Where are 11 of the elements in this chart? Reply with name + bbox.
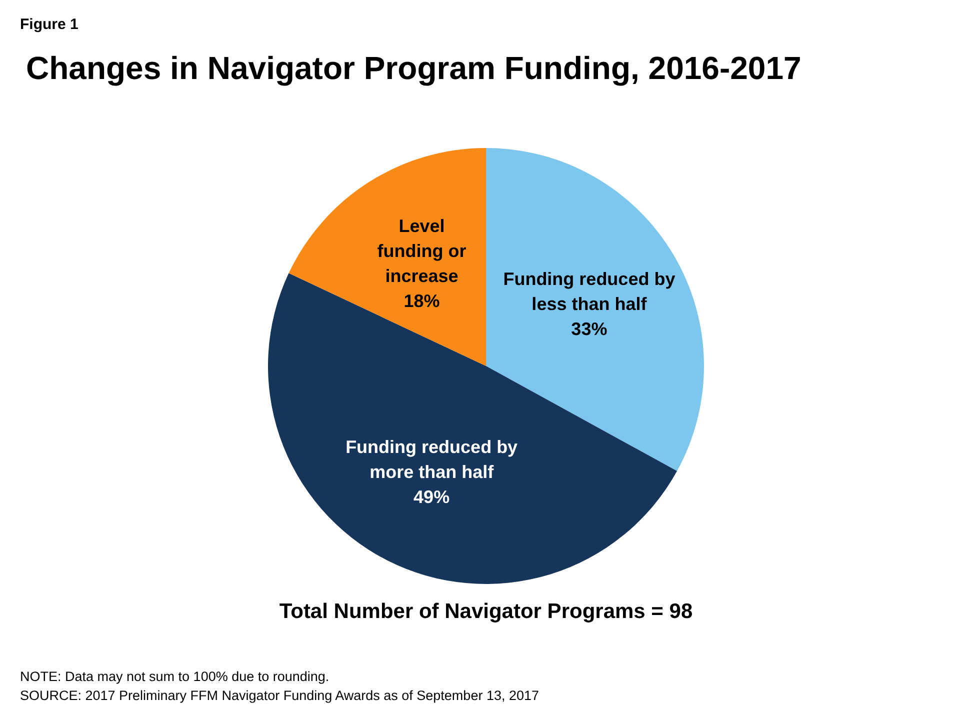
- data-label: 18%: [404, 291, 440, 312]
- slice-label: Level funding or increase: [377, 216, 466, 286]
- text: Total Number of Navigator Programs = 98: [278, 600, 694, 624]
- slice-label: Funding reduced by more than half: [346, 436, 518, 482]
- caption: Figure 1: [20, 16, 78, 33]
- data-label: 33%: [571, 318, 608, 339]
- slice-label: Funding reduced by less than half: [503, 268, 676, 314]
- text: NOTE: Data may not sum to 100% due to rounding.: [20, 668, 330, 686]
- data-label: 49%: [414, 486, 450, 507]
- source-note: SOURCE: 2017 Preliminary FFM Navigator Funding Awards as of September 13, 2017: [20, 687, 539, 705]
- chart-title: Changes in Navigator Program Funding, 2016-2017: [26, 50, 802, 87]
